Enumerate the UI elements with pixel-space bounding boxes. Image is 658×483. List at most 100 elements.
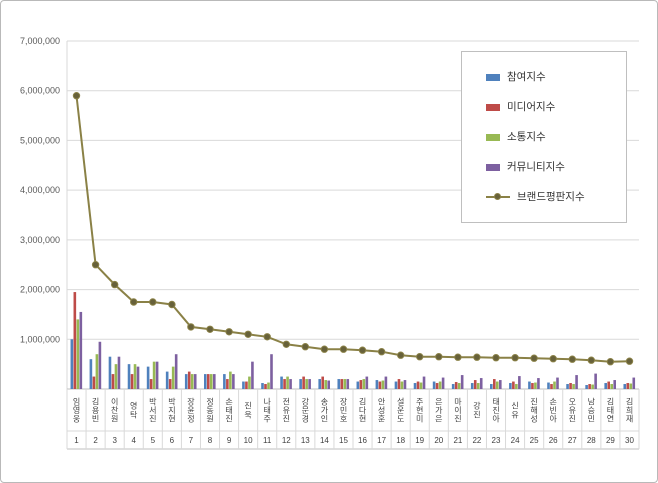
line-marker <box>206 325 214 333</box>
bar <box>226 379 229 389</box>
bar <box>591 384 594 389</box>
bar <box>98 341 102 389</box>
bar <box>79 311 83 389</box>
rank-label: 18 <box>396 436 405 445</box>
y-tick-label: 7,000,000 <box>20 36 60 46</box>
rank-label: 25 <box>530 436 539 445</box>
rank-label: 5 <box>151 436 156 445</box>
y-tick-label: 2,000,000 <box>20 285 60 295</box>
bar <box>441 377 445 389</box>
rank-label: 1 <box>74 436 79 445</box>
bar <box>229 371 232 389</box>
line-marker <box>377 348 386 356</box>
bar <box>270 354 273 389</box>
line-marker <box>111 280 119 289</box>
line-marker <box>549 355 557 363</box>
legend-label: 브랜드평판지수 <box>517 190 585 203</box>
rank-label: 3 <box>112 436 117 445</box>
bar <box>556 377 559 389</box>
line-marker <box>244 330 252 338</box>
bar <box>146 366 150 389</box>
rank-label: 21 <box>453 436 462 445</box>
bar <box>174 354 178 389</box>
legend-item-community-index: 커뮤니티지수 <box>486 162 620 173</box>
line-marker <box>168 300 176 309</box>
line-marker <box>492 354 500 362</box>
bar <box>531 383 534 389</box>
bar <box>76 319 80 389</box>
bar <box>515 384 518 389</box>
bar <box>242 381 245 389</box>
communication-bar-swatch-icon <box>486 133 500 141</box>
bar <box>324 380 327 389</box>
media-bar-swatch-icon <box>486 103 500 111</box>
line-marker <box>149 298 157 306</box>
bar <box>283 379 286 389</box>
line-marker <box>72 92 81 100</box>
legend-label: 참여지수 <box>507 70 546 83</box>
bar <box>422 376 426 389</box>
bar <box>73 292 77 389</box>
rank-label: 7 <box>189 436 194 445</box>
bar <box>381 380 385 389</box>
bar <box>460 375 464 389</box>
community-bar-swatch-icon <box>486 163 500 171</box>
bar <box>528 381 531 389</box>
bar <box>117 356 121 389</box>
bar <box>493 379 496 389</box>
bar <box>413 383 417 389</box>
line-marker <box>606 358 615 366</box>
rank-label: 16 <box>358 436 367 445</box>
bar <box>210 374 213 389</box>
bar <box>248 376 251 389</box>
bar <box>550 384 553 389</box>
bar <box>479 378 483 389</box>
bar <box>610 384 613 389</box>
bar <box>187 371 191 389</box>
y-tick-label: 6,000,000 <box>20 86 60 96</box>
line-marker <box>416 353 424 361</box>
bar <box>267 382 270 389</box>
line-marker <box>435 353 443 361</box>
rank-label: 6 <box>170 436 175 445</box>
bar <box>89 359 93 389</box>
bar <box>108 356 112 389</box>
bar <box>537 378 540 389</box>
rank-label: 11 <box>263 436 272 445</box>
bar <box>171 366 175 389</box>
bar <box>321 376 324 389</box>
line-marker <box>320 345 329 353</box>
bar <box>419 382 423 389</box>
bar <box>470 383 474 389</box>
line-marker <box>454 353 462 361</box>
legend-item-media-index: 미디어지수 <box>486 102 620 113</box>
bar <box>127 364 131 389</box>
bar <box>223 374 226 389</box>
bar <box>613 380 616 389</box>
line-marker <box>587 356 595 364</box>
bar <box>585 385 588 389</box>
bar <box>623 384 627 389</box>
line-marker <box>473 353 481 361</box>
bar <box>261 383 264 389</box>
bar <box>365 376 369 389</box>
line-marker <box>358 346 367 354</box>
bar <box>286 376 289 389</box>
